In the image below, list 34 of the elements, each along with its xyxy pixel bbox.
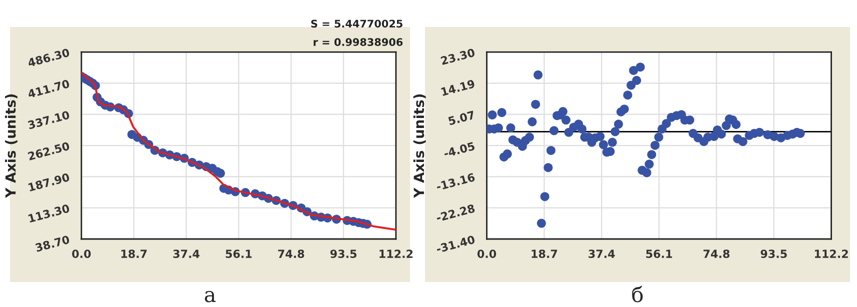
text: r = 0.99838906	[314, 38, 403, 46]
x-tick-label: 93.5	[760, 250, 787, 258]
y-tick-label: 337.10	[28, 110, 70, 130]
x-tick-label: 18.7	[532, 250, 558, 258]
x-tick-label: 0.0	[477, 250, 496, 258]
text: а	[204, 290, 216, 302]
y-tick-label: 187.90	[28, 172, 70, 192]
x-tick-label: 56.1	[646, 250, 672, 258]
y-tick-label: -4.05	[443, 142, 476, 158]
x-tick-label: 112.2	[814, 250, 848, 258]
text: S = 5.44770025	[311, 20, 402, 28]
y-tick-label: 262.50	[28, 142, 70, 160]
x-tick-label: 74.8	[278, 250, 304, 258]
text: б	[632, 286, 643, 302]
x-tick-label: 74.8	[703, 250, 730, 258]
x-tick-label: 93.5	[330, 250, 356, 258]
x-tick-label: 18.7	[121, 250, 147, 258]
y-tick-label: 14.19	[440, 79, 476, 96]
y-tick-label: 23.30	[440, 48, 476, 65]
y-tick-label: 486.30	[27, 48, 70, 68]
x-tick-label: 56.1	[226, 250, 252, 258]
x-tick-label: 37.4	[173, 250, 200, 258]
x-tick-label: 112.2	[380, 250, 413, 258]
y-tick-label: -22.28	[436, 204, 476, 222]
x-tick-label: 0.0	[72, 250, 91, 258]
y-tick-label: 411.70	[27, 79, 70, 98]
y-tick-label: 5.07	[448, 110, 475, 126]
x-tick-label: 37.4	[588, 250, 615, 258]
y-axis-title: Y Axis (units)	[413, 94, 426, 198]
y-tick-label: -31.40	[436, 235, 476, 254]
y-axis-title: Y Axis (units)	[5, 94, 18, 198]
y-tick-label: 113.30	[28, 204, 70, 223]
y-tick-label: 38.70	[35, 235, 70, 252]
y-tick-label: -13.16	[436, 172, 476, 191]
